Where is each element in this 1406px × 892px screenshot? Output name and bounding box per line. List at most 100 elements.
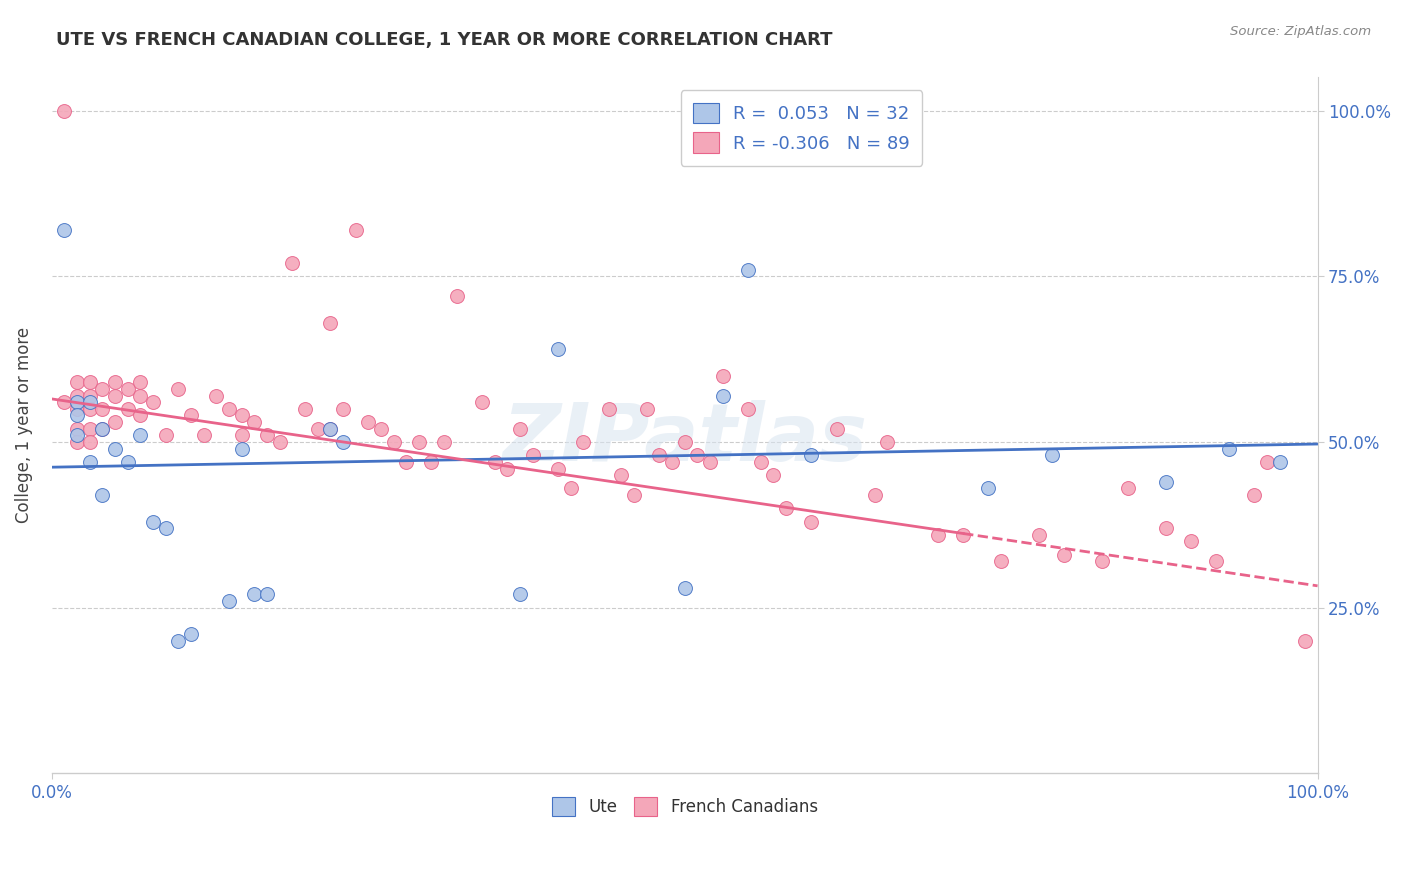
Point (243, 415, 266, 429)
Point (446, 289, 468, 303)
Point (762, 468, 785, 483)
Point (1180, 534, 1202, 549)
Point (79, 422, 101, 436)
Point (155, 521, 177, 535)
Point (66, 428, 89, 442)
Point (1205, 554, 1227, 568)
Point (332, 435, 354, 450)
Point (142, 515, 165, 529)
Point (1040, 448, 1063, 462)
Point (332, 401, 354, 416)
Point (408, 435, 430, 450)
Point (218, 401, 240, 416)
Point (433, 435, 456, 450)
Point (344, 223, 367, 237)
Point (104, 442, 127, 456)
Point (737, 401, 759, 416)
Point (876, 435, 898, 450)
Point (269, 435, 291, 450)
Point (205, 389, 228, 403)
Point (560, 482, 582, 496)
Point (307, 422, 329, 436)
Point (180, 409, 202, 423)
Point (243, 587, 266, 601)
Point (91, 488, 114, 502)
Point (294, 401, 316, 416)
Point (1053, 548, 1076, 562)
Point (382, 435, 405, 450)
Point (1243, 488, 1265, 502)
Point (420, 455, 443, 469)
Point (990, 554, 1012, 568)
Point (231, 428, 253, 442)
Point (281, 256, 304, 270)
Point (129, 428, 152, 442)
Legend: Ute, French Canadians: Ute, French Canadians (543, 789, 827, 824)
Point (142, 395, 165, 409)
Point (319, 316, 342, 330)
Point (800, 448, 823, 462)
Point (471, 395, 494, 409)
Point (737, 262, 759, 277)
Point (66, 422, 89, 436)
Point (775, 501, 797, 516)
Point (1268, 455, 1291, 469)
Point (231, 442, 253, 456)
Point (53, 103, 76, 118)
Point (598, 401, 620, 416)
Point (711, 389, 734, 403)
Point (825, 422, 848, 436)
Point (509, 587, 531, 601)
Point (395, 455, 418, 469)
Point (711, 368, 734, 383)
Point (66, 401, 89, 416)
Point (117, 401, 139, 416)
Point (1154, 475, 1177, 489)
Point (117, 455, 139, 469)
Point (1116, 482, 1139, 496)
Point (927, 528, 949, 542)
Point (91, 382, 114, 396)
Point (66, 395, 89, 409)
Point (256, 587, 278, 601)
Point (117, 382, 139, 396)
Point (79, 455, 101, 469)
Point (167, 382, 190, 396)
Point (104, 376, 127, 390)
Point (129, 389, 152, 403)
Point (79, 395, 101, 409)
Point (104, 389, 127, 403)
Point (686, 448, 709, 462)
Point (91, 422, 114, 436)
Point (636, 401, 658, 416)
Point (1028, 528, 1050, 542)
Point (155, 428, 177, 442)
Point (610, 468, 633, 483)
Text: Source: ZipAtlas.com: Source: ZipAtlas.com (1230, 25, 1371, 38)
Point (547, 342, 569, 356)
Point (193, 428, 215, 442)
Point (1218, 442, 1240, 456)
Point (1091, 554, 1114, 568)
Point (522, 448, 544, 462)
Point (53, 395, 76, 409)
Point (673, 581, 696, 595)
Text: ZIPatlas: ZIPatlas (502, 401, 868, 478)
Point (952, 528, 974, 542)
Point (79, 389, 101, 403)
Point (1256, 455, 1278, 469)
Point (91, 422, 114, 436)
Point (1294, 633, 1316, 648)
Point (91, 401, 114, 416)
Point (623, 488, 645, 502)
Point (370, 422, 392, 436)
Point (218, 594, 240, 608)
Point (357, 415, 380, 429)
Point (167, 633, 190, 648)
Point (319, 422, 342, 436)
Point (256, 428, 278, 442)
Point (496, 461, 519, 475)
Point (180, 627, 202, 641)
Point (648, 448, 671, 462)
Point (129, 409, 152, 423)
